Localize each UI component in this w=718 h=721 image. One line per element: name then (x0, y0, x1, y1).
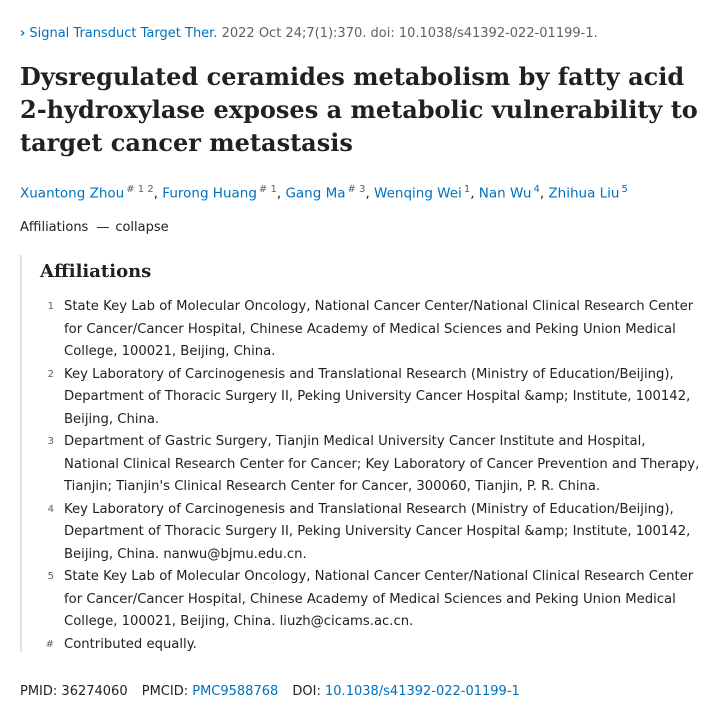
pmid-value: 36274060 (61, 684, 128, 699)
affiliation-number: 5 (47, 571, 54, 582)
author-affiliation-marks[interactable]: # 1 2 (126, 184, 154, 195)
author-link[interactable]: Xuantong Zhou (20, 185, 125, 202)
author-affiliation-marks[interactable]: 5 (621, 184, 628, 195)
author-link[interactable]: Zhihua Liu (548, 185, 620, 202)
affiliation-item: 2 Key Laboratory of Carcinogenesis and T… (40, 364, 700, 432)
article-title: Dysregulated ceramides metabolism by fat… (20, 62, 698, 157)
journal-link[interactable]: Signal Transduct Target Ther. (29, 26, 218, 41)
doi-label: DOI: (292, 684, 321, 699)
pmid-label: PMID: (20, 684, 58, 699)
affiliation-item: 5 State Key Lab of Molecular Oncology, N… (40, 566, 700, 634)
author-link[interactable]: Furong Huang (162, 185, 257, 202)
doi-link[interactable]: 10.1038/s41392-022-01199-1 (325, 684, 520, 699)
affiliation-text: State Key Lab of Molecular Oncology, Nat… (64, 299, 694, 359)
affiliations-list: 1 State Key Lab of Molecular Oncology, N… (40, 296, 700, 656)
affiliation-text: Key Laboratory of Carcinogenesis and Tra… (64, 366, 691, 427)
affiliation-number: 3 (47, 436, 54, 447)
affiliation-item: # Contributed equally. (40, 634, 700, 657)
author-link[interactable]: Gang Ma (285, 185, 346, 202)
collapse-button[interactable]: collapse (115, 220, 169, 235)
citation-details: 2022 Oct 24;7(1):370. doi: 10.1038/s4139… (221, 26, 598, 41)
affiliation-item: 4 Key Laboratory of Carcinogenesis and T… (40, 499, 700, 567)
dash-icon: — (96, 220, 110, 235)
affiliations-toggle-label: Affiliations (20, 220, 89, 235)
affiliations-heading: Affiliations (40, 261, 152, 282)
author-affiliation-marks[interactable]: 4 (533, 184, 540, 195)
author-affiliation-marks[interactable]: 1 (463, 184, 471, 195)
affiliation-text: Contributed equally. (64, 636, 197, 652)
author-link[interactable]: Nan Wu (478, 185, 532, 202)
affiliation-text: Key Laboratory of Carcinogenesis and Tra… (64, 501, 691, 562)
pmcid-label: PMCID: (141, 684, 189, 699)
citation-line: › Signal Transduct Target Ther. 2022 Oct … (20, 26, 598, 41)
affiliation-text: Department of Gastric Surgery, Tianjin M… (64, 434, 700, 494)
affiliation-item: 3 Department of Gastric Surgery, Tianjin… (40, 431, 700, 499)
affiliation-text: State Key Lab of Molecular Oncology, Nat… (64, 569, 694, 629)
affiliation-number: 2 (47, 368, 54, 380)
affiliations-panel: Affiliations 1 State Key Lab of Molecula… (20, 255, 700, 652)
affiliations-toggle[interactable]: Affiliations — collapse (20, 220, 169, 235)
chevron-right-icon: › (20, 26, 26, 41)
article-identifiers: PMID: 36274060 PMCID: PMC9588768 DOI: 10… (20, 684, 520, 699)
author-list: Xuantong Zhou # 1 2, Furong Huang # 1, Gan… (20, 184, 628, 202)
pmcid-link[interactable]: PMC9588768 (192, 684, 279, 699)
affiliation-number: 4 (47, 503, 54, 515)
author-affiliation-marks[interactable]: # 1 (258, 184, 277, 195)
author-link[interactable]: Wenqing Wei (374, 185, 462, 202)
affiliation-item: 1 State Key Lab of Molecular Oncology, N… (40, 296, 700, 364)
affiliation-number: # (45, 638, 54, 650)
author-affiliation-marks[interactable]: # 3 (347, 184, 366, 195)
affiliation-number: 1 (47, 301, 54, 312)
